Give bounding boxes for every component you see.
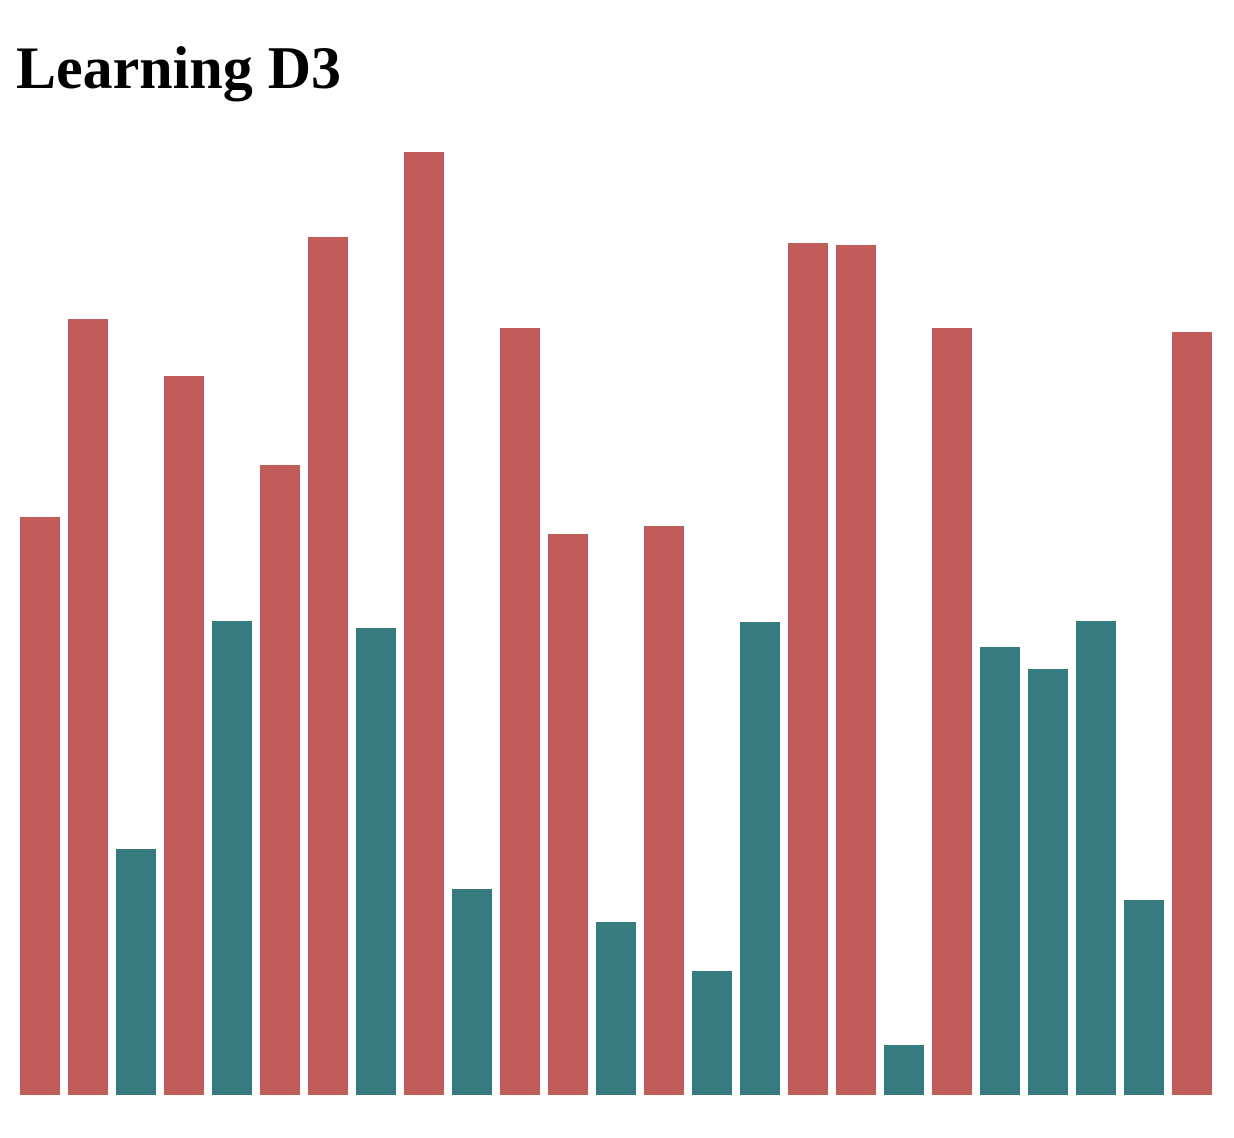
bar-6 [260, 465, 300, 1095]
bar-8 [356, 628, 396, 1095]
bar-5 [212, 621, 252, 1095]
bar-23 [1076, 621, 1116, 1095]
bar-18 [836, 245, 876, 1095]
bar-12 [548, 534, 588, 1095]
bar-4 [164, 376, 204, 1095]
bar-17 [788, 243, 828, 1095]
bar-10 [452, 889, 492, 1095]
page-title: Learning D3 [16, 35, 342, 101]
bar-7 [308, 237, 348, 1095]
bar-22 [1028, 669, 1068, 1095]
bar-11 [500, 328, 540, 1095]
bar-16 [740, 622, 780, 1095]
bar-15 [692, 971, 732, 1095]
bar-2 [68, 319, 108, 1095]
bar-9 [404, 152, 444, 1095]
bar-25 [1172, 332, 1212, 1095]
bar-21 [980, 647, 1020, 1095]
bar-24 [1124, 900, 1164, 1095]
bar-14 [644, 526, 684, 1095]
bar-19 [884, 1045, 924, 1095]
bar-1 [20, 517, 60, 1095]
bar-13 [596, 922, 636, 1095]
bar-3 [116, 849, 156, 1095]
bar-20 [932, 328, 972, 1095]
